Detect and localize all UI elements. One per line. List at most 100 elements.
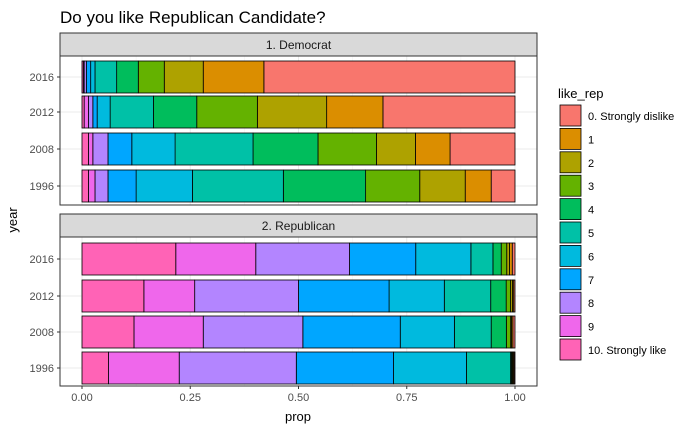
x-tick-label: 0.25 <box>180 392 201 404</box>
legend-key <box>559 174 582 197</box>
bar-segment <box>81 242 177 276</box>
bar-segment <box>81 315 135 349</box>
bar-segment <box>81 169 89 203</box>
facet-strip-label: 1. Democrat <box>266 38 332 52</box>
bar-segment <box>490 169 516 203</box>
bar-segment <box>202 315 304 349</box>
bar-segment <box>282 169 367 203</box>
bar-segment <box>505 315 512 349</box>
bar-segment <box>393 351 467 385</box>
bar-segment <box>490 279 507 313</box>
bar-segment <box>107 132 133 166</box>
legend-label: 7 <box>588 275 594 287</box>
bar-segment <box>131 132 176 166</box>
bar-segment <box>194 279 299 313</box>
bar-segment <box>399 315 455 349</box>
bar-segment <box>326 95 384 129</box>
bar-segment <box>302 315 401 349</box>
bar-segment <box>192 169 284 203</box>
legend-key <box>559 268 582 291</box>
bar-segment <box>92 95 98 129</box>
x-tick-label: 0.50 <box>288 392 309 404</box>
bar-segment <box>349 242 417 276</box>
facet-strip-label: 2. Republican <box>262 219 335 233</box>
bar-segment <box>81 279 145 313</box>
bar-segment <box>178 351 297 385</box>
x-axis: 0.00 0.25 0.50 0.75 1.00 <box>71 386 526 404</box>
bar-segment <box>108 351 180 385</box>
legend: 0. Strongly dislike 1 2 3 4 5 6 7 8 9 10. Strongly… <box>559 104 674 361</box>
legend-item: 4 <box>559 198 594 221</box>
bar-segment <box>295 351 394 385</box>
bar-segment <box>81 95 85 129</box>
bar-segment <box>96 95 111 129</box>
bar-segment <box>133 315 204 349</box>
y-tick-label: 2016 <box>30 72 54 84</box>
bar-segment <box>388 279 445 313</box>
legend-label: 6 <box>588 251 594 263</box>
legend-label: 10. Strongly like <box>588 345 666 357</box>
legend-key <box>559 338 582 361</box>
bar-segment <box>465 351 511 385</box>
bar-row <box>81 315 516 349</box>
y-tick-label: 2008 <box>30 144 54 156</box>
bar-segment <box>506 242 510 276</box>
facet-panel: 1. Democrat 2016 2012 2008 1996 <box>30 32 538 206</box>
bar-segment <box>511 242 516 276</box>
bar-segment <box>85 60 92 94</box>
bar-segment <box>107 169 137 203</box>
legend-label: 4 <box>588 205 594 217</box>
bar-segment <box>92 132 109 166</box>
bar-segment <box>317 132 377 166</box>
bar-segment <box>415 242 472 276</box>
y-tick-label: 2012 <box>30 291 54 303</box>
bar-segment <box>196 95 258 129</box>
bar-segment <box>116 60 139 94</box>
bar-segment <box>449 132 516 166</box>
bar-row <box>81 279 516 313</box>
bar-segment <box>153 95 198 129</box>
bar-row <box>81 169 516 203</box>
facet-panel: 2. Republican 2016 2012 2008 1996 <box>30 213 538 387</box>
bar-segment <box>415 132 451 166</box>
bar-segment <box>263 60 516 94</box>
bar-segment <box>453 315 492 349</box>
legend-key <box>559 244 582 267</box>
legend-item: 10. Strongly like <box>559 338 666 361</box>
legend-label: 0. Strongly dislike <box>588 111 674 123</box>
bar-segment <box>81 351 109 385</box>
legend-label: 3 <box>588 181 594 193</box>
bar-segment <box>88 169 96 203</box>
legend-title: like_rep <box>558 86 604 101</box>
bar-segment <box>490 315 507 349</box>
bar-segment <box>255 242 350 276</box>
bar-segment <box>298 279 390 313</box>
y-axis-title: year <box>5 207 20 233</box>
bar-segment <box>94 169 109 203</box>
legend-label: 2 <box>588 158 594 170</box>
bar-segment <box>135 169 193 203</box>
panel-border <box>59 55 538 206</box>
x-axis-title: prop <box>285 409 311 424</box>
legend-label: 5 <box>588 228 594 240</box>
legend-key <box>559 104 582 127</box>
legend-item: 5 <box>559 221 594 244</box>
legend-item: 9 <box>559 315 594 338</box>
legend-key <box>559 315 582 338</box>
legend-label: 9 <box>588 322 594 334</box>
legend-label: 1 <box>588 134 594 146</box>
legend-key <box>559 127 582 150</box>
bar-segment <box>143 279 196 313</box>
bar-segment <box>81 60 84 94</box>
bar-segment <box>163 60 204 94</box>
y-tick-label: 1996 <box>30 363 54 375</box>
bar-segment <box>88 132 94 166</box>
y-tick-label: 2008 <box>30 327 54 339</box>
legend-key <box>559 291 582 314</box>
bar-segment <box>90 60 96 94</box>
legend-item: 7 <box>559 268 594 291</box>
bar-segment <box>202 60 265 94</box>
bar-segment <box>88 95 94 129</box>
legend-item: 0. Strongly dislike <box>559 104 674 127</box>
